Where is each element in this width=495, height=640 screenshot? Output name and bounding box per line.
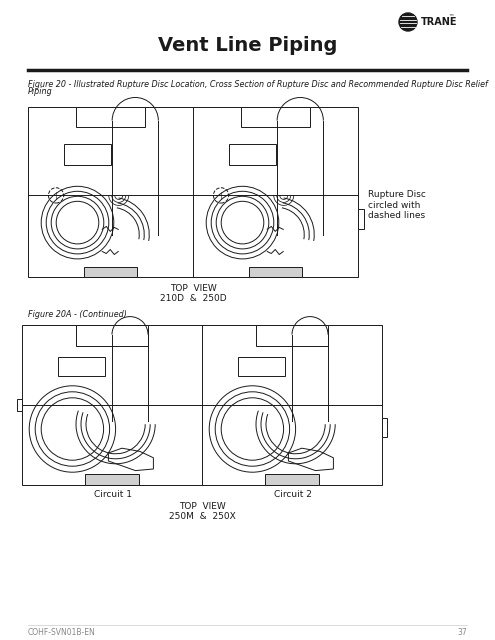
Bar: [229, 145, 276, 164]
Bar: [76, 325, 148, 346]
Bar: [238, 357, 285, 376]
Bar: [22, 325, 382, 485]
Bar: [58, 357, 105, 376]
Bar: [256, 325, 328, 346]
Text: TOP  VIEW
250M  &  250X: TOP VIEW 250M & 250X: [169, 502, 236, 522]
Bar: [17, 399, 22, 412]
Text: Rupture Disc
circled with
dashed lines: Rupture Disc circled with dashed lines: [368, 190, 426, 220]
Text: TOP  VIEW
210D  &  250D: TOP VIEW 210D & 250D: [160, 284, 226, 303]
Text: Circuit 1: Circuit 1: [94, 490, 132, 499]
Bar: [84, 267, 137, 277]
Text: Vent Line Piping: Vent Line Piping: [158, 36, 337, 55]
Bar: [85, 474, 139, 485]
Text: Figure 20A - (Continued): Figure 20A - (Continued): [28, 310, 127, 319]
Bar: [265, 474, 319, 485]
Text: ™: ™: [448, 15, 453, 20]
Text: TRANE: TRANE: [421, 17, 457, 27]
Bar: [249, 267, 302, 277]
Text: COHF-SVN01B-EN: COHF-SVN01B-EN: [28, 628, 96, 637]
Text: Figure 20 - Illustrated Rupture Disc Location, Cross Section of Rupture Disc and: Figure 20 - Illustrated Rupture Disc Loc…: [28, 80, 488, 89]
Text: Piping: Piping: [28, 87, 53, 96]
Bar: [76, 107, 145, 127]
Bar: [358, 209, 364, 229]
Circle shape: [399, 13, 417, 31]
Bar: [382, 418, 387, 437]
Bar: [64, 145, 110, 164]
Text: Circuit 2: Circuit 2: [274, 490, 312, 499]
Text: 37: 37: [457, 628, 467, 637]
Bar: [28, 107, 358, 277]
Bar: [241, 107, 310, 127]
